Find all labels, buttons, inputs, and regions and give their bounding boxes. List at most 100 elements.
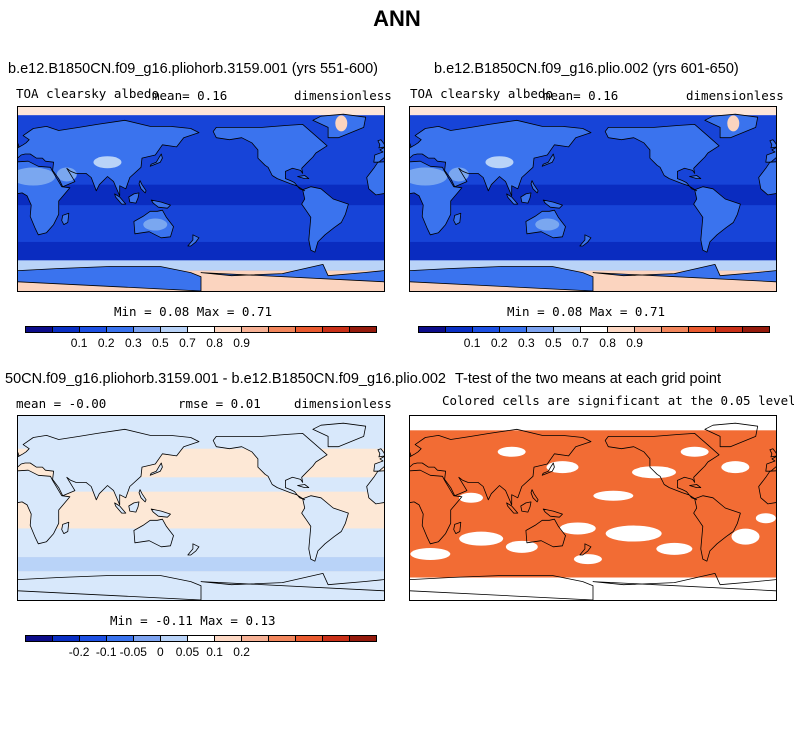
land-antarctica xyxy=(593,264,776,282)
colorbar-swatch xyxy=(446,327,473,332)
colorbar-swatch xyxy=(635,327,662,332)
panel-1-colorbar xyxy=(25,326,377,333)
land-madagascar xyxy=(61,212,70,225)
colorbar-swatch xyxy=(743,327,769,332)
land-antarctica xyxy=(201,264,384,282)
panel-3-colorbar-labels: -0.2 -0.1 -0.05 0 0.05 0.1 0.2 xyxy=(25,645,377,661)
land-europe-asia xyxy=(18,429,199,505)
land-australia xyxy=(133,519,174,547)
land-australia xyxy=(525,209,566,239)
land-antarctica xyxy=(200,263,384,283)
land-sumatra xyxy=(506,502,519,514)
land-philippines xyxy=(138,180,147,194)
land-south-america xyxy=(301,186,349,253)
land-north-america xyxy=(213,433,328,500)
land-borneo xyxy=(128,192,139,204)
tropical-low-albedo-band xyxy=(18,184,384,206)
panel-4-map-canvas xyxy=(410,416,776,600)
land-africa xyxy=(410,469,463,545)
colorbar-tick-label: -0.2 xyxy=(68,645,90,659)
tibet-high-albedo xyxy=(93,156,122,169)
arabia-high-albedo xyxy=(448,167,469,182)
colorbar-tick-label: 0.2 xyxy=(233,645,250,659)
colorbar-swatch xyxy=(500,327,527,332)
panel-2-colorbar xyxy=(418,326,770,333)
sahara-high-albedo xyxy=(410,167,448,186)
panel-1-units-label: dimensionless xyxy=(294,88,392,103)
land-philippines xyxy=(138,489,147,503)
colorbar-swatch xyxy=(242,327,269,332)
land-philippines xyxy=(530,180,539,194)
land-uk xyxy=(769,139,776,148)
panel-3-colorbar xyxy=(25,635,377,642)
australia-high-albedo xyxy=(143,218,168,231)
land-north-america xyxy=(213,124,328,191)
colorbar-tick-label: 0 xyxy=(157,645,164,659)
colorbar-swatch xyxy=(107,327,134,332)
land-philippines xyxy=(139,180,147,193)
land-new-guinea xyxy=(150,508,171,518)
arctic-high-albedo xyxy=(18,107,384,116)
arctic-high-albedo xyxy=(410,107,776,116)
land-uk xyxy=(769,139,776,149)
land-cuba xyxy=(689,175,702,179)
panel-1-variable-label: TOA clearsky albedo xyxy=(16,86,159,101)
not-significant-region xyxy=(459,492,483,503)
greenland-ice xyxy=(335,115,348,132)
colorbar-swatch xyxy=(419,327,446,332)
land-europe-asia xyxy=(410,428,592,506)
land-greenland xyxy=(704,422,759,448)
land-madagascar xyxy=(61,213,69,225)
land-south-america xyxy=(693,186,741,253)
colorbar-tick-label: -0.1 xyxy=(95,645,117,659)
panel-3-rmse-label: rmse = 0.01 xyxy=(178,396,261,411)
land-antarctica xyxy=(18,266,202,291)
land-europe-asia xyxy=(373,456,384,472)
land-borneo xyxy=(128,192,140,204)
sahara-high-albedo xyxy=(18,167,56,186)
land-africa xyxy=(366,161,384,195)
land-antarctica xyxy=(201,573,384,591)
colorbar-tick-label: 0.7 xyxy=(572,336,589,350)
panel-3-stats: Min = -0.11 Max = 0.13 xyxy=(110,613,276,628)
colorbar-tick-label: 0.5 xyxy=(152,336,169,350)
land-australia xyxy=(525,518,566,548)
colorbar-tick-label: -0.05 xyxy=(119,645,147,659)
colorbar-tick-label: 0.9 xyxy=(626,336,643,350)
colorbar-swatch xyxy=(296,327,323,332)
arabia-high-albedo xyxy=(56,167,77,182)
colorbar-swatch xyxy=(80,327,107,332)
panel-1-stats: Min = 0.08 Max = 0.71 xyxy=(114,304,273,319)
land-uk xyxy=(377,448,384,458)
land-madagascar xyxy=(453,212,462,225)
colorbar-swatch xyxy=(161,636,188,641)
colorbar-swatch xyxy=(350,636,376,641)
land-sumatra xyxy=(114,502,126,514)
land-europe-asia xyxy=(18,119,200,197)
colorbar-tick-label: 0.8 xyxy=(599,336,616,350)
not-significant-region xyxy=(680,446,709,457)
land-borneo xyxy=(520,192,531,204)
panel-2-colorbar-labels: 0.1 0.2 0.3 0.5 0.7 0.8 0.9 xyxy=(418,336,770,352)
land-sumatra xyxy=(114,193,127,205)
colorbar-swatch xyxy=(53,636,80,641)
panel-1-map-canvas xyxy=(18,107,384,291)
colorbar-swatch xyxy=(161,327,188,332)
land-north-america xyxy=(212,123,328,192)
panel-1-colorbar-labels: 0.1 0.2 0.3 0.5 0.7 0.8 0.9 xyxy=(25,336,377,352)
land-australia xyxy=(133,518,174,548)
land-uk xyxy=(410,452,412,457)
colorbar-tick-label: 0.2 xyxy=(490,336,508,350)
panel-1-map xyxy=(17,106,385,292)
land-philippines xyxy=(531,180,539,193)
colorbar-tick-label: 0.3 xyxy=(517,336,535,350)
colorbar-tick-label: 0.7 xyxy=(179,336,196,350)
land-africa xyxy=(410,160,463,236)
land-africa xyxy=(366,470,384,504)
panel-1-title: b.e12.B1850CN.f09_g16.pliohorb.3159.001 … xyxy=(8,61,379,77)
panel-2-map-canvas xyxy=(410,107,776,291)
colorbar-swatch xyxy=(80,636,107,641)
panel-4-subtitle: Colored cells are significant at the 0.0… xyxy=(442,393,794,408)
land-new-zealand xyxy=(579,543,592,556)
land-japan xyxy=(541,462,555,476)
